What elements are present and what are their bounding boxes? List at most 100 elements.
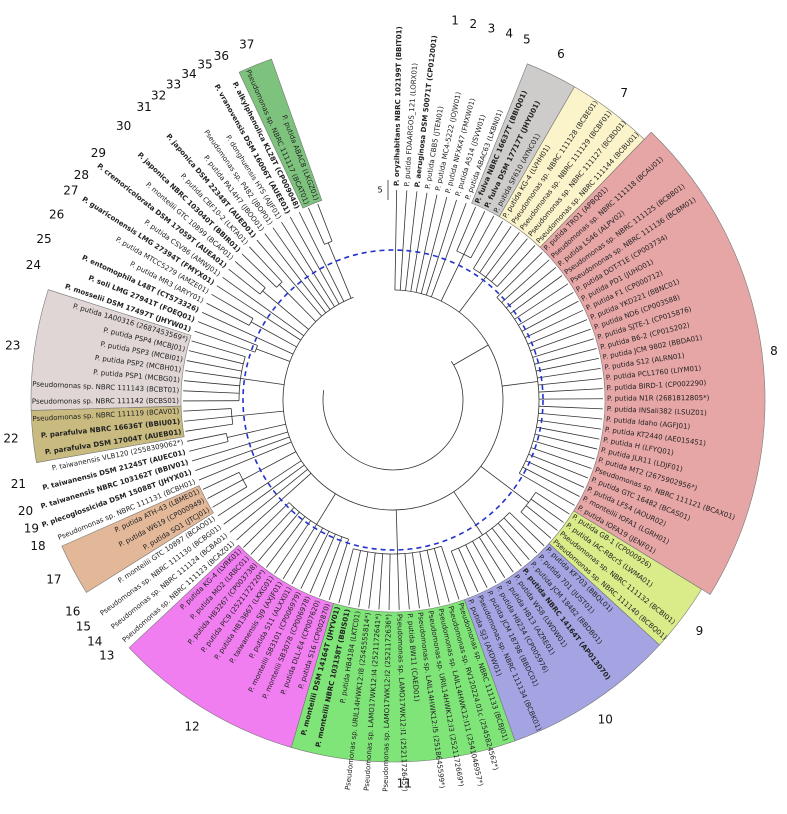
- branch: [522, 466, 580, 497]
- clade-number: 27: [63, 183, 78, 197]
- clade-number: 26: [49, 207, 64, 221]
- branch: [520, 511, 552, 539]
- branch: [530, 328, 591, 352]
- branch: [195, 451, 249, 472]
- branch: [230, 408, 234, 425]
- branch: [292, 282, 323, 317]
- branch: [426, 550, 440, 605]
- clade-number: 35: [197, 58, 212, 72]
- branch: [527, 319, 588, 345]
- branch: [238, 472, 248, 488]
- branch: [485, 532, 514, 573]
- branch: [185, 370, 241, 379]
- branch: [441, 546, 460, 600]
- clade-number: 29: [91, 146, 106, 160]
- branch: [264, 233, 305, 285]
- branch: [243, 502, 290, 548]
- branch: [497, 522, 530, 561]
- clade-number: 3: [488, 21, 496, 35]
- clade-number: 4: [505, 27, 513, 41]
- branch: [282, 524, 317, 580]
- clade-number: 34: [181, 67, 196, 81]
- branch: [324, 240, 333, 245]
- branch: [212, 486, 248, 508]
- branch: [394, 190, 398, 291]
- branch: [451, 203, 467, 241]
- leaf-label: Pseudomonas sp. LAMO17WK12:I2 (252117263…: [382, 614, 393, 792]
- branch: [419, 551, 430, 607]
- clade-number: 14: [87, 634, 102, 648]
- branch: [188, 350, 244, 365]
- branch: [295, 260, 331, 310]
- branch: [535, 492, 570, 515]
- branch: [240, 378, 285, 385]
- branch: [241, 253, 277, 288]
- branch: [458, 548, 479, 593]
- clade-shade: [61, 485, 214, 593]
- branch: [234, 261, 266, 289]
- clade-number: 28: [74, 168, 89, 182]
- clade-number: 13: [99, 649, 114, 663]
- branch: [502, 381, 538, 387]
- branch: [198, 321, 258, 346]
- branch: [436, 199, 457, 261]
- branch: [533, 440, 595, 460]
- branch: [262, 290, 309, 330]
- branch: [322, 361, 464, 471]
- branch: [518, 292, 574, 326]
- branch: [519, 472, 575, 506]
- clade-number: 33: [166, 77, 181, 91]
- branch: [183, 408, 232, 412]
- branch: [189, 441, 229, 452]
- branch: [256, 239, 294, 283]
- branch: [458, 276, 487, 313]
- branch: [317, 203, 333, 242]
- branch: [503, 517, 538, 554]
- clade-number: 17: [46, 573, 61, 587]
- branch: [465, 544, 488, 588]
- branch: [266, 468, 308, 503]
- branch: [274, 314, 304, 337]
- leaf-label: Pseudomonas sp. NBRC 111142 (BCBS01): [32, 397, 179, 406]
- branch: [319, 536, 343, 597]
- clade-number: 32: [151, 88, 166, 102]
- branch: [242, 451, 297, 481]
- clade-number: 18: [30, 539, 45, 553]
- branch: [405, 191, 418, 291]
- branch: [453, 344, 489, 366]
- branch: [289, 216, 318, 266]
- branch: [537, 368, 601, 379]
- branch: [198, 461, 244, 481]
- clade-number: 2: [470, 17, 478, 31]
- branch: [186, 360, 242, 372]
- branch: [479, 226, 512, 273]
- branch: [247, 436, 290, 453]
- branch: [317, 265, 340, 305]
- clade-shade: [464, 543, 660, 742]
- branch: [256, 348, 291, 362]
- clade-shade: [238, 58, 323, 209]
- clade-number: 1: [451, 14, 459, 28]
- branch: [307, 207, 325, 245]
- branch: [404, 553, 410, 610]
- branch: [496, 252, 543, 298]
- branch: [432, 196, 448, 252]
- branch: [202, 472, 240, 490]
- branch: [430, 240, 453, 298]
- branch: [514, 283, 569, 320]
- branch: [538, 405, 603, 410]
- branch: [185, 423, 233, 432]
- branch: [453, 491, 483, 536]
- branch: [478, 536, 506, 578]
- clade-number: 20: [18, 504, 33, 518]
- clade-number: 37: [239, 37, 254, 51]
- branch: [415, 241, 428, 293]
- branch: [258, 511, 300, 562]
- branch: [279, 284, 317, 322]
- scale-label: 5: [377, 186, 382, 195]
- branch: [207, 479, 244, 499]
- branch: [538, 388, 603, 393]
- clade-number: 8: [770, 344, 778, 358]
- branch: [259, 287, 266, 295]
- branch: [249, 246, 283, 283]
